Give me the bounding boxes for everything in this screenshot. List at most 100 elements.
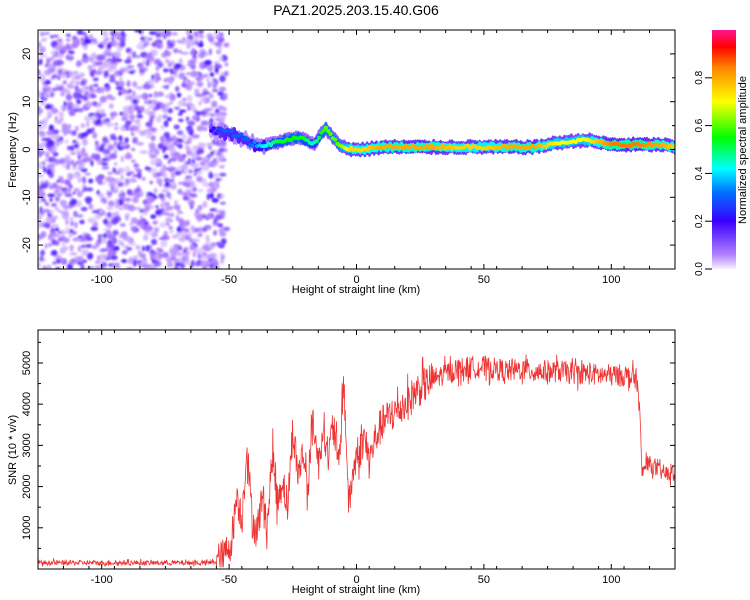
noise-blob [86, 200, 92, 205]
noise-blob [205, 253, 213, 257]
noise-blob [71, 77, 75, 84]
noise-blob [140, 105, 145, 113]
noise-blob [38, 45, 47, 53]
noise-blob [50, 231, 57, 236]
colorbar-tick-label: 0.0 [694, 262, 705, 276]
noise-blob [81, 132, 89, 136]
noise-blob [177, 188, 183, 195]
noise-blob [119, 223, 126, 227]
spectrogram-ridge [209, 121, 675, 158]
noise-blob [185, 145, 191, 151]
noise-blob [149, 146, 157, 153]
noise-blob [159, 222, 166, 228]
noise-blob [102, 30, 109, 38]
noise-blob [99, 61, 103, 65]
noise-blob [159, 168, 164, 173]
noise-blob [120, 259, 128, 263]
noise-blob [88, 203, 94, 210]
noise-blob [38, 74, 46, 81]
noise-blob [132, 255, 139, 259]
spectrogram-x-label: Height of straight line (km) [292, 284, 420, 296]
noise-blob [97, 67, 103, 72]
noise-blob [130, 125, 139, 131]
noise-blob [220, 238, 227, 245]
noise-blob [193, 168, 201, 172]
noise-blob [114, 178, 121, 185]
noise-blob [49, 35, 55, 39]
noise-blob [100, 143, 106, 148]
noise-blob [192, 238, 200, 243]
noise-blob [52, 53, 58, 58]
noise-blob [136, 115, 144, 119]
noise-blob [91, 153, 97, 160]
noise-blob [160, 240, 168, 248]
noise-blob [128, 114, 136, 120]
noise-blob [52, 261, 57, 265]
noise-blob [66, 83, 73, 89]
noise-blob [58, 210, 62, 214]
noise-blob [202, 165, 210, 171]
noise-blob [168, 166, 176, 171]
noise-blob [219, 230, 227, 237]
noise-blob [214, 41, 223, 47]
noise-blob [145, 245, 150, 252]
noise-blob [169, 228, 174, 234]
noise-blob [95, 176, 103, 183]
noise-blob [149, 180, 153, 185]
noise-blob [165, 102, 171, 108]
noise-blob [45, 216, 54, 223]
noise-blob [150, 252, 154, 260]
noise-blob [134, 165, 140, 171]
noise-blob [94, 39, 98, 45]
colorbar-ticks: 0.0 0.2 0.4 0.6 0.8 [694, 70, 712, 276]
noise-blob [81, 244, 86, 249]
noise-blob [128, 204, 136, 212]
noise-blob [199, 213, 205, 217]
noise-blob [164, 51, 172, 57]
noise-blob [109, 153, 117, 160]
noise-blob [77, 134, 82, 139]
noise-blob [38, 200, 43, 204]
spectrogram-y-label: Frequency (Hz) [7, 112, 19, 188]
noise-blob [150, 168, 158, 172]
noise-blob [209, 242, 218, 247]
noise-blob [131, 159, 136, 163]
noise-blob [209, 118, 214, 124]
noise-blob [57, 76, 61, 80]
noise-blob [156, 172, 163, 177]
noise-blob [175, 258, 181, 263]
noise-blob [209, 192, 214, 199]
noise-blob [177, 100, 184, 107]
noise-blob [149, 153, 157, 159]
noise-blob [40, 123, 48, 130]
noise-blob [134, 188, 142, 193]
noise-blob [60, 105, 65, 110]
noise-blob [203, 126, 208, 132]
noise-blob [102, 197, 107, 205]
noise-blob [132, 174, 140, 178]
colorbar-tick-label: 0.4 [694, 166, 705, 180]
noise-blob [209, 72, 215, 77]
noise-blob [161, 212, 168, 216]
noise-blob [182, 97, 187, 102]
x-tick-label: -100 [91, 574, 113, 586]
noise-blob [156, 247, 163, 252]
noise-blob [88, 178, 94, 184]
noise-blob [191, 134, 200, 139]
noise-blob [174, 106, 181, 110]
noise-blob [142, 59, 147, 66]
noise-blob [145, 59, 150, 67]
noise-blob [56, 38, 63, 43]
noise-blob [56, 138, 60, 142]
noise-blob [94, 140, 100, 146]
noise-blob [118, 91, 122, 96]
noise-blob [204, 51, 209, 57]
noise-blob [87, 156, 92, 163]
noise-blob [40, 182, 49, 189]
y-tick-label: 1000 [21, 516, 33, 540]
noise-blob [206, 78, 210, 83]
noise-blob [39, 31, 46, 37]
noise-blob [69, 244, 75, 250]
noise-blob [178, 251, 186, 258]
noise-blob [48, 140, 55, 147]
